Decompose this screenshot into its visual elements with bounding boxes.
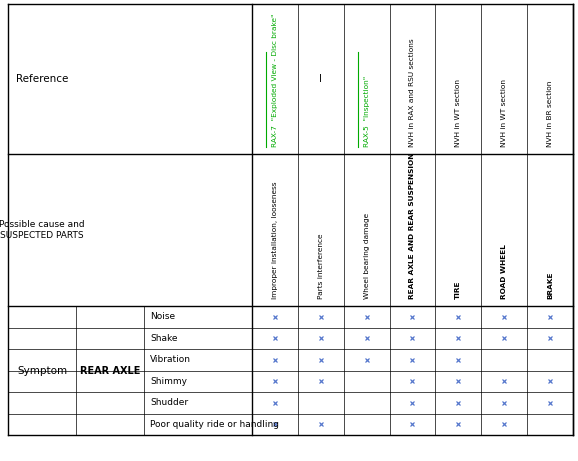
Text: RAX-7  "Exploded View - Disc brake": RAX-7 "Exploded View - Disc brake"	[272, 13, 278, 147]
Text: TIRE: TIRE	[455, 280, 461, 299]
Text: I: I	[320, 74, 322, 84]
Text: NVH in RAX and RSU sections: NVH in RAX and RSU sections	[409, 38, 416, 147]
Text: Shimmy: Shimmy	[150, 377, 187, 386]
Text: Reference: Reference	[16, 74, 68, 84]
Text: Noise: Noise	[150, 312, 175, 321]
Text: Shudder: Shudder	[150, 398, 188, 407]
Text: REAR AXLE AND REAR SUSPENSION: REAR AXLE AND REAR SUSPENSION	[409, 153, 416, 299]
Text: NVH in WT section: NVH in WT section	[501, 79, 507, 147]
Text: Possible cause and
SUSPECTED PARTS: Possible cause and SUSPECTED PARTS	[0, 219, 85, 240]
Text: Improper installation, looseness: Improper installation, looseness	[272, 182, 278, 299]
Text: ROAD WHEEL: ROAD WHEEL	[501, 244, 507, 299]
Text: Poor quality ride or handling: Poor quality ride or handling	[150, 420, 279, 429]
Text: REAR AXLE: REAR AXLE	[80, 366, 140, 376]
Text: BRAKE: BRAKE	[547, 272, 553, 299]
Text: RAX-5  "Inspection": RAX-5 "Inspection"	[364, 76, 370, 147]
Text: Symptom: Symptom	[17, 366, 67, 376]
Text: Shake: Shake	[150, 334, 177, 343]
Text: NVH in WT section: NVH in WT section	[455, 79, 461, 147]
Text: NVH in BR section: NVH in BR section	[547, 81, 553, 147]
Text: Vibration: Vibration	[150, 355, 191, 364]
Text: Wheel bearing damage: Wheel bearing damage	[364, 213, 370, 299]
Text: Parts interference: Parts interference	[318, 234, 324, 299]
